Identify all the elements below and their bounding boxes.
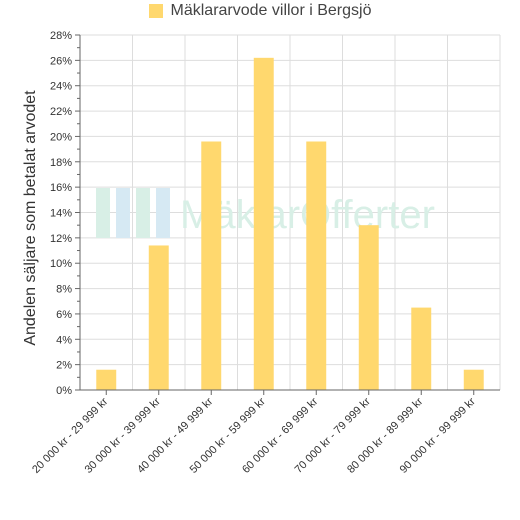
bar (358, 225, 379, 390)
y-tick-label: 2% (56, 360, 72, 372)
y-tick-label: 10% (50, 258, 72, 270)
y-tick-label: 26% (50, 55, 72, 67)
bar (306, 141, 327, 390)
y-tick-label: 24% (50, 81, 72, 93)
y-tick-label: 18% (50, 157, 72, 169)
bar (463, 369, 484, 390)
y-tick-label: 16% (50, 182, 72, 194)
y-tick-label: 28% (50, 30, 72, 42)
y-tick-label: 4% (56, 334, 72, 346)
watermark-logo-bar-1 (96, 188, 110, 238)
y-ticks: 0% 2% 4% 6% 8% 10% 12% 14% 16% 18% 20% 22% 24% 26% 28% (50, 30, 80, 397)
bar (96, 369, 117, 390)
y-tick-label: 8% (56, 284, 72, 296)
bar (201, 141, 222, 390)
watermark-logo-bar-3 (136, 188, 150, 238)
watermark-logo-bar-4 (156, 188, 170, 238)
bars (96, 57, 484, 390)
legend: Mäklararvode villor i Bergsjö (0, 0, 520, 22)
y-tick-label: 0% (56, 385, 72, 397)
y-tick-label: 14% (50, 208, 72, 220)
watermark-logo-bar-2 (116, 188, 130, 238)
y-tick-label: 20% (50, 131, 72, 143)
bar (411, 307, 432, 390)
y-tick-label: 22% (50, 106, 72, 118)
bar (148, 245, 169, 390)
y-tick-label: 12% (50, 233, 72, 245)
legend-swatch (148, 4, 163, 18)
legend-label: Mäklararvode villor i Bergsjö (170, 2, 372, 19)
y-tick-label: 6% (56, 309, 72, 321)
bar (253, 57, 274, 390)
